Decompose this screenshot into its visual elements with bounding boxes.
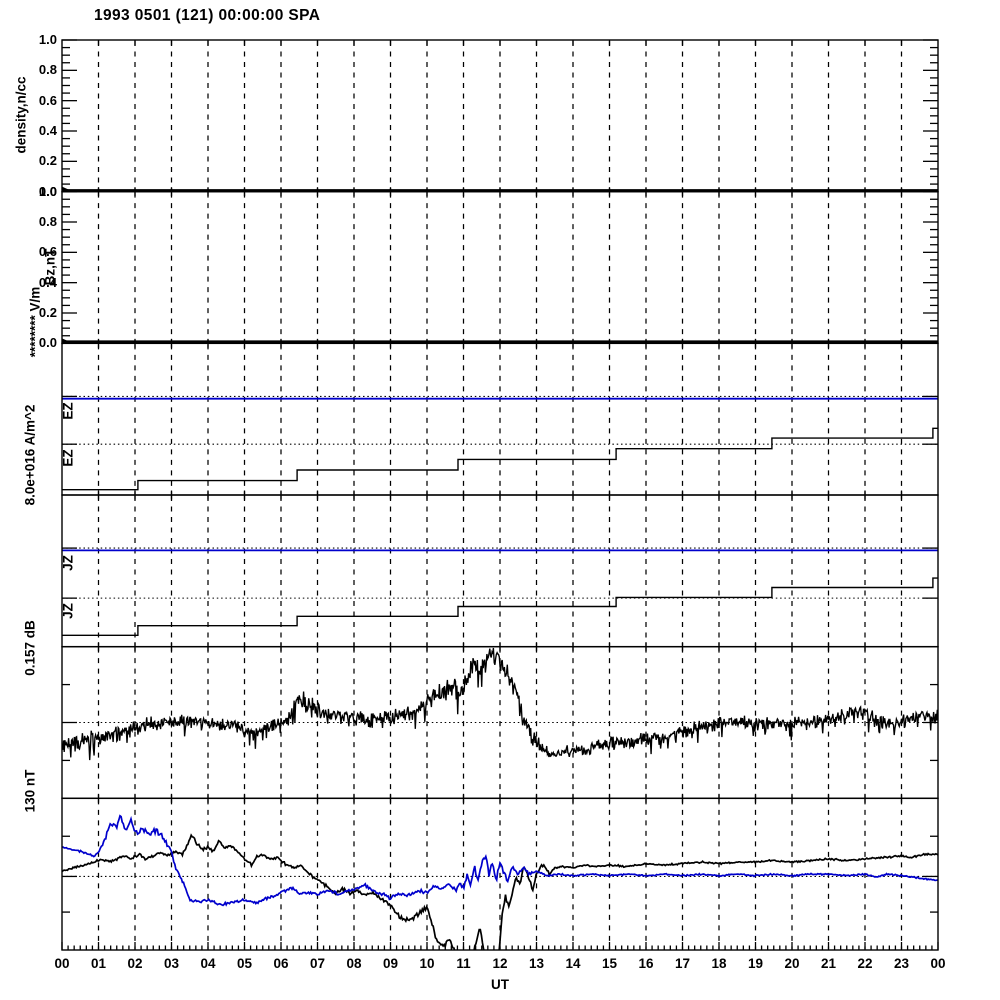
x-tick-label: 08 xyxy=(346,956,362,971)
y-tick-label: 0.2 xyxy=(38,153,57,169)
x-tick-label: 00 xyxy=(54,956,70,971)
y-tick-label: 1.0 xyxy=(38,183,57,199)
x-tick-label: 19 xyxy=(747,956,764,971)
x-tick-label: 23 xyxy=(893,956,910,971)
ylabel-db-units: 0.157 dB xyxy=(22,620,38,676)
x-tick-label: 17 xyxy=(674,956,691,971)
x-tick-label: 14 xyxy=(565,956,581,971)
x-tick-label: 06 xyxy=(273,956,289,971)
trace-label-ez-upper: EZ xyxy=(60,402,76,420)
x-tick-label: 05 xyxy=(236,956,253,971)
x-tick-label: 01 xyxy=(90,956,107,971)
x-tick-label: 21 xyxy=(820,956,837,971)
trace-label-jz-lower: JZ xyxy=(60,603,76,619)
x-tick-label: 07 xyxy=(309,956,326,971)
x-axis-label: UT xyxy=(491,977,509,992)
x-tick-label: 03 xyxy=(163,956,180,971)
ylabel-density: density,n/cc xyxy=(13,76,29,154)
x-tick-label: 15 xyxy=(601,956,618,971)
y-tick-label: 0.4 xyxy=(38,274,57,290)
y-tick-label: 0.4 xyxy=(38,123,57,138)
y-tick-label: 0.2 xyxy=(38,305,57,320)
y-tick-label: 0.6 xyxy=(38,92,57,108)
x-tick-label: 22 xyxy=(857,956,873,971)
x-tick-label: 11 xyxy=(456,956,471,971)
y-tick-label: 0.8 xyxy=(38,62,57,78)
trace-label-ez-lower: EZ xyxy=(60,449,76,467)
ylabel-nt-units: 130 nT xyxy=(22,769,38,813)
x-tick-label: 10 xyxy=(419,956,435,971)
y-tick-label: 0.0 xyxy=(38,335,57,351)
y-tick-label: 1.0 xyxy=(38,32,57,47)
x-tick-label: 18 xyxy=(711,956,727,971)
y-tick-label: 0.6 xyxy=(38,244,57,260)
x-tick-label: 16 xyxy=(638,956,654,971)
plot-title: 1993 0501 (121) 00:00:00 SPA xyxy=(94,7,321,24)
x-tick-label: 13 xyxy=(528,956,545,971)
y-tick-label: 0.8 xyxy=(38,214,57,229)
ylabel-jz-units: 8.0e+016 A/m^2 xyxy=(22,404,38,506)
x-tick-label: 04 xyxy=(200,956,216,971)
x-tick-label: 00 xyxy=(930,956,946,971)
x-tick-label: 09 xyxy=(382,956,399,971)
x-tick-label: 02 xyxy=(127,956,143,971)
y-tick-label: 0.0 xyxy=(38,183,57,199)
trace-label-jz-upper: JZ xyxy=(60,555,76,571)
x-tick-label: 12 xyxy=(492,956,508,971)
x-tick-label: 20 xyxy=(784,956,800,971)
